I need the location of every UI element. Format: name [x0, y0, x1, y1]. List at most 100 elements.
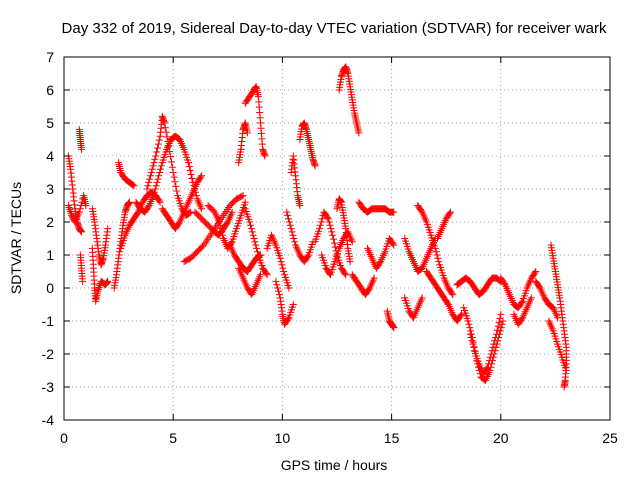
data-point — [273, 281, 281, 289]
data-point — [149, 162, 157, 170]
data-point — [535, 283, 543, 291]
data-point — [329, 231, 337, 239]
x-tick-label: 0 — [60, 430, 68, 446]
data-point — [186, 209, 194, 217]
data-point — [152, 182, 160, 190]
data-point — [262, 269, 270, 277]
data-point — [485, 360, 493, 368]
data-point — [355, 129, 363, 137]
data-point — [389, 240, 397, 248]
data-point — [147, 169, 155, 176]
data-point — [241, 198, 249, 206]
data-point — [562, 367, 570, 374]
data-point — [223, 219, 231, 227]
data-point — [144, 203, 152, 211]
data-point — [370, 274, 378, 282]
data-point — [497, 310, 505, 318]
data-point — [489, 343, 497, 351]
data-point — [133, 209, 141, 217]
data-point — [560, 383, 568, 391]
data-point — [341, 269, 349, 277]
x-tick-label: 5 — [169, 430, 177, 446]
data-point — [263, 271, 271, 279]
data-point — [324, 215, 332, 223]
data-point — [192, 192, 200, 200]
data-point — [243, 129, 251, 137]
data-point — [342, 271, 350, 279]
y-tick-label: 6 — [46, 82, 54, 98]
data-point — [247, 225, 255, 233]
data-point — [250, 235, 258, 242]
data-point — [496, 314, 504, 322]
data-point — [487, 350, 495, 358]
data-point — [280, 268, 288, 275]
data-point — [390, 324, 398, 332]
data-point — [326, 221, 334, 229]
data-point — [284, 211, 292, 219]
data-point — [330, 235, 338, 243]
x-tick-label: 15 — [384, 430, 400, 446]
data-point — [169, 169, 177, 176]
data-point — [175, 219, 183, 227]
data-point — [317, 218, 325, 226]
data-point — [217, 225, 225, 233]
data-point — [290, 235, 298, 242]
data-point — [156, 198, 164, 206]
data-point — [164, 137, 172, 145]
y-tick-label: 0 — [46, 280, 54, 296]
data-point — [163, 133, 171, 141]
data-point — [155, 197, 163, 205]
data-point — [248, 228, 256, 236]
data-point — [272, 277, 280, 285]
data-point — [287, 225, 295, 233]
data-point — [328, 228, 336, 236]
data-point — [150, 192, 158, 200]
data-point — [285, 215, 293, 223]
data-points — [64, 63, 570, 391]
data-point — [104, 225, 112, 233]
data-point — [365, 285, 373, 293]
data-point — [126, 198, 134, 206]
data-point — [153, 148, 161, 156]
x-tick-label: 20 — [493, 430, 509, 446]
data-point — [497, 324, 505, 332]
data-point — [448, 289, 456, 297]
data-point — [167, 158, 175, 166]
data-point — [346, 258, 354, 266]
data-point — [75, 208, 83, 216]
data-point — [167, 153, 175, 161]
y-tick-label: 1 — [46, 247, 54, 263]
data-point — [495, 318, 503, 326]
data-point — [275, 291, 283, 299]
data-point — [239, 192, 247, 200]
data-point — [417, 207, 425, 215]
data-point — [154, 175, 162, 183]
data-point — [468, 337, 476, 345]
data-point — [432, 248, 440, 256]
data-point — [238, 192, 246, 200]
data-point — [466, 330, 474, 338]
data-point — [483, 365, 491, 373]
data-point — [252, 241, 260, 249]
data-point — [431, 244, 439, 252]
plot-frame — [63, 56, 611, 421]
data-point — [261, 152, 269, 160]
data-point — [491, 337, 499, 345]
data-point — [77, 145, 85, 153]
data-point — [165, 142, 173, 150]
data-point — [277, 258, 285, 266]
data-point — [197, 173, 205, 181]
data-point — [249, 231, 257, 239]
data-point — [247, 221, 255, 229]
data-point — [304, 252, 312, 260]
y-tick-label: 7 — [46, 49, 54, 65]
data-point — [323, 213, 331, 221]
data-point — [79, 277, 87, 285]
y-tick-label: 5 — [46, 115, 54, 131]
data-point — [327, 225, 335, 233]
data-point — [466, 324, 474, 332]
data-point — [168, 163, 176, 171]
data-point — [151, 155, 159, 163]
data-point — [198, 205, 206, 213]
